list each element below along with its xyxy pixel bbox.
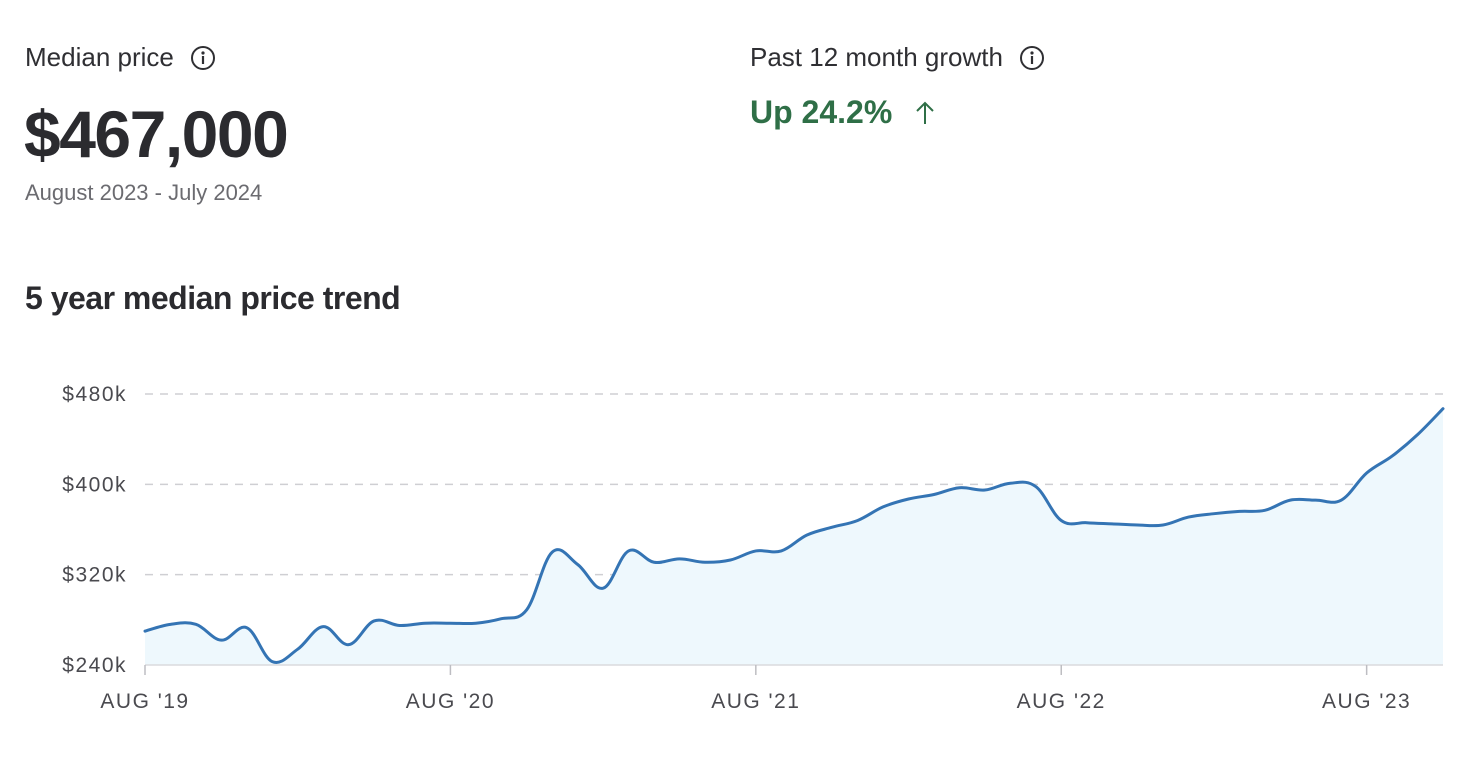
info-icon[interactable] [1019, 45, 1045, 71]
y-tick-label: $320k [62, 564, 127, 587]
area-layer [143, 407, 1445, 665]
x-axis [144, 664, 1443, 675]
series-line [143, 407, 1445, 664]
growth-value: Up 24.2% [750, 94, 936, 131]
median-price-label: Median price [25, 42, 216, 73]
median-price-period: August 2023 - July 2024 [25, 180, 263, 205]
y-tick-labels: $480k $400k $320k $240k [62, 383, 127, 677]
median-price-value: $467,000 [24, 97, 289, 171]
x-tick-labels: AUG '19 AUG '20 AUG '21 AUG '22 AUG '23 [100, 690, 1411, 713]
x-tick-label: AUG '22 [1017, 690, 1106, 713]
growth-value-text: Up 24.2% [750, 94, 893, 130]
x-tick-label: AUG '20 [406, 690, 495, 713]
area-fill [145, 408, 1443, 665]
arrow-up-icon [916, 101, 934, 124]
y-tick-label: $480k [62, 383, 127, 406]
y-tick-label: $400k [62, 473, 127, 496]
growth-label-text: Past 12 month growth [750, 42, 1003, 72]
price-trend-chart: $480k$400k$320k$240k AUG '19 AUG '20 AUG '… [62, 383, 1445, 713]
growth-label: Past 12 month growth [750, 42, 1045, 73]
median-price-label-text: Median price [25, 42, 174, 72]
x-tick-label: AUG '19 [100, 690, 189, 713]
info-icon[interactable] [190, 45, 216, 71]
y-tick-label: $240k [62, 654, 127, 677]
chart-title: 5 year median price trend [25, 280, 401, 316]
x-tick-label: AUG '21 [711, 690, 800, 713]
x-tick-label: AUG '23 [1322, 690, 1411, 713]
